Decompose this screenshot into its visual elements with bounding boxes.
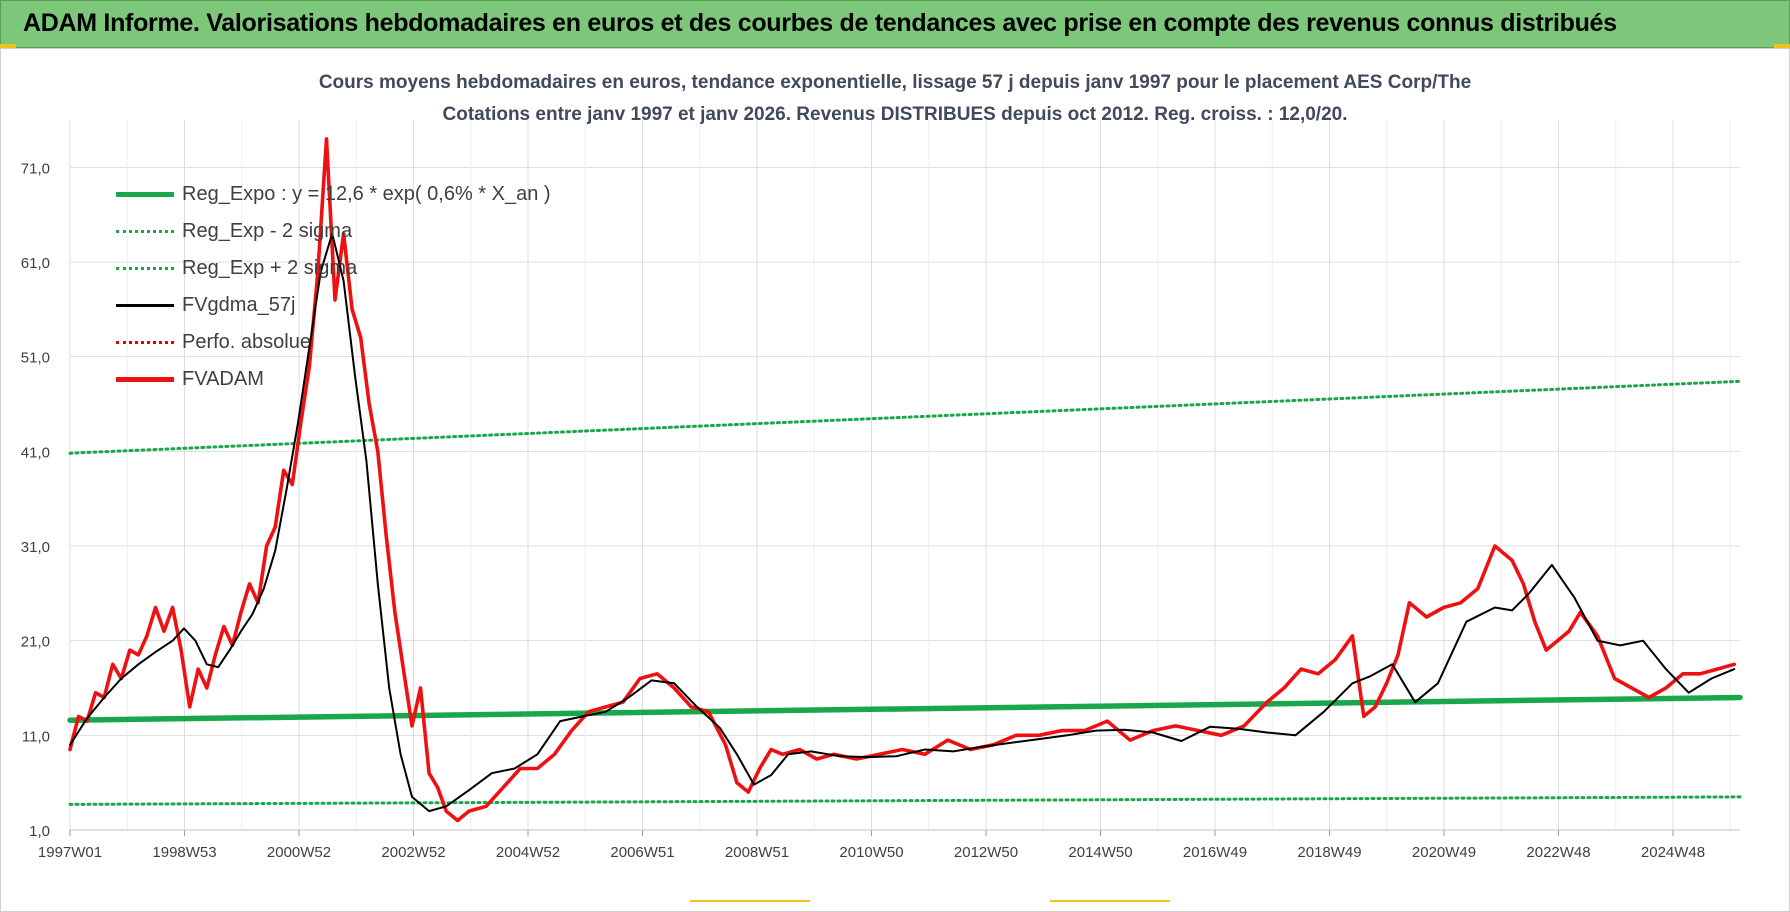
x-tick-label: 2002W52: [381, 844, 445, 861]
y-tick-label: 1,0: [29, 823, 50, 840]
x-tick-label: 2016W49: [1183, 844, 1247, 861]
x-tick-label: 2004W52: [496, 844, 560, 861]
x-tick-label: 1998W53: [152, 844, 216, 861]
series-reg-expo: [67, 694, 1743, 723]
y-tick-label: 11,0: [22, 728, 50, 745]
x-tick-label: 2006W51: [610, 844, 674, 861]
legend-label: Reg_Exp - 2 sigma: [182, 220, 353, 242]
y-axis-ticks: 1,0 11,0 21,0 31,0 41,0 51,0 61,0 71,0: [21, 160, 50, 840]
legend-swatch: [116, 304, 174, 307]
x-tick-label: 2000W52: [267, 844, 331, 861]
report-title: ADAM Informe. Valorisations hebdomadaire…: [23, 9, 1617, 37]
chart-title-line2: Cotations entre janv 1997 et janv 2026. …: [442, 104, 1348, 125]
series-reg-exp-plus-2sigma: [68, 379, 1742, 455]
y-tick-label: 51,0: [21, 350, 50, 367]
grid: [69, 120, 1740, 836]
x-tick-label: 2010W50: [839, 844, 903, 861]
x-tick-label: 2008W51: [725, 844, 789, 861]
legend-label: Reg_Exp + 2 sigma: [182, 257, 358, 279]
corner-mark-top-left: [0, 44, 16, 48]
legend-label: Reg_Expo : y = 12,6 * exp( 0,6% * X_an ): [182, 183, 551, 205]
x-tick-label: 2018W49: [1297, 844, 1361, 861]
x-tick-label: 2024W48: [1641, 844, 1705, 861]
legend-label: Perfo. absolue: [182, 331, 311, 353]
chart-title-line1: Cours moyens hebdomadaires en euros, ten…: [318, 72, 1472, 93]
series-reg-exp-minus-2sigma: [68, 795, 1742, 806]
legend-label: FVADAM: [182, 368, 264, 390]
legend-item: Reg_Exp + 2 sigma: [116, 250, 551, 287]
y-tick-label: 61,0: [21, 255, 50, 272]
legend: Reg_Expo : y = 12,6 * exp( 0,6% * X_an )…: [116, 176, 551, 398]
x-tick-label: 2022W48: [1526, 844, 1590, 861]
x-axis-ticks: 1997W01 1998W53 2000W52 2002W52 2004W52 2006W…: [38, 844, 1705, 861]
corner-mark-bottom-right: [1050, 900, 1170, 902]
y-tick-label: 71,0: [21, 160, 50, 177]
legend-swatch: [116, 230, 174, 233]
legend-item: FVADAM: [116, 361, 551, 398]
legend-item: FVgdma_57j: [116, 287, 551, 324]
legend-swatch: [116, 192, 174, 197]
legend-item: Perfo. absolue: [116, 324, 551, 361]
legend-item: Reg_Exp - 2 sigma: [116, 213, 551, 250]
legend-item: Reg_Expo : y = 12,6 * exp( 0,6% * X_an ): [116, 176, 551, 213]
x-tick-label: 2014W50: [1068, 844, 1132, 861]
report-banner: ADAM Informe. Valorisations hebdomadaire…: [0, 0, 1790, 48]
x-tick-label: 1997W01: [38, 844, 102, 861]
series: [67, 137, 1743, 823]
series-fvgdma-57j: [69, 232, 1736, 813]
corner-mark-bottom-left: [690, 900, 810, 902]
x-tick-label: 2012W50: [954, 844, 1018, 861]
legend-label: FVgdma_57j: [182, 294, 296, 316]
y-tick-label: 41,0: [21, 444, 50, 461]
y-tick-label: 31,0: [21, 539, 50, 556]
y-tick-label: 21,0: [21, 634, 50, 651]
legend-swatch: [116, 377, 174, 382]
x-tick-label: 2020W49: [1412, 844, 1476, 861]
legend-swatch: [116, 267, 174, 270]
corner-mark-top-right: [1774, 44, 1790, 48]
legend-swatch: [116, 341, 174, 344]
